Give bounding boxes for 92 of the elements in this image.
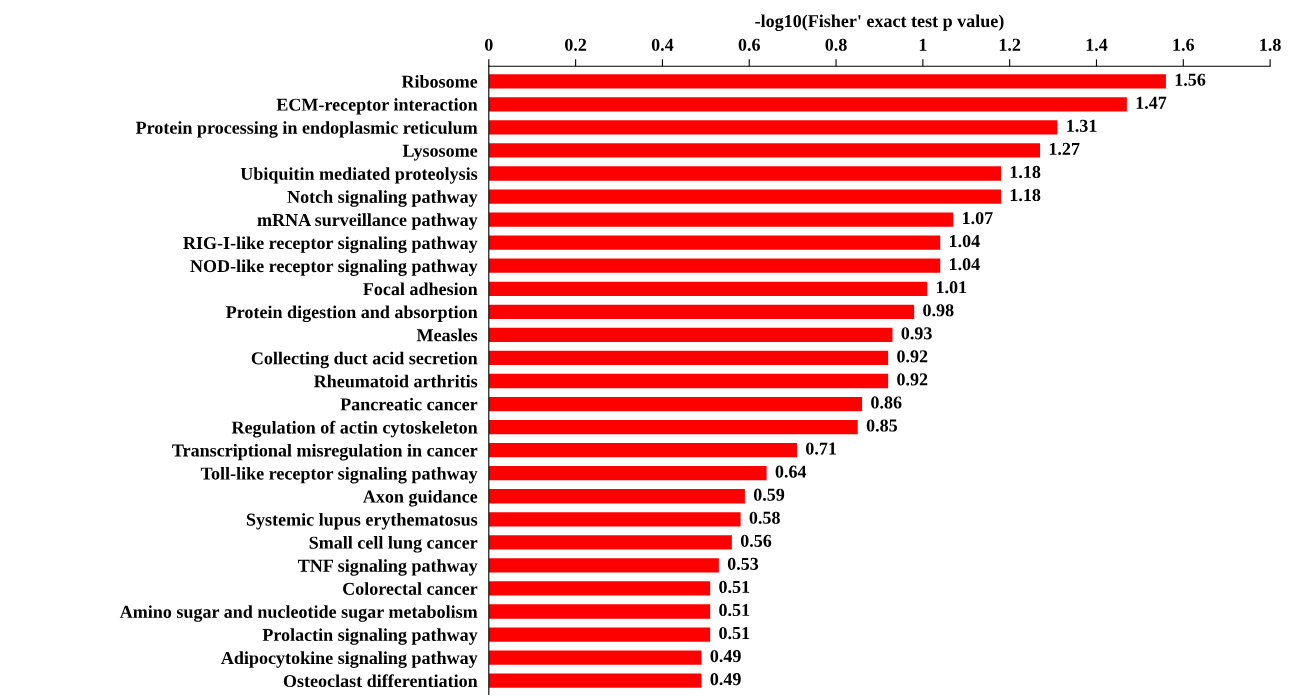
bar: [488, 143, 1041, 158]
data-label: 0.58: [749, 511, 780, 524]
bar: [488, 558, 719, 573]
y-tick-label: Protein processing in endoplasmic reticulum: [135, 121, 478, 138]
x-tick-label: 0.8: [825, 38, 847, 51]
y-tick-label: Small cell lung cancer: [309, 536, 478, 553]
data-label: 1.18: [1010, 165, 1041, 179]
bar: [488, 327, 893, 343]
x-tick-label: 1.2: [999, 38, 1021, 51]
y-tick-label: Focal adhesion: [363, 282, 478, 296]
bar: [488, 443, 797, 458]
y-tick-label: Notch signaling pathway: [287, 190, 478, 207]
data-label: 1.47: [1136, 96, 1167, 109]
data-label: 1.01: [936, 281, 967, 294]
data-label: 0.92: [897, 373, 928, 386]
y-tick-label: RIG-I-like receptor signaling pathway: [183, 236, 478, 253]
data-label: 0.51: [719, 603, 750, 617]
y-tick-label: Pancreatic cancer: [340, 397, 478, 411]
y-tick-label: Ribosome: [401, 75, 478, 88]
y-tick-label: Measles: [416, 328, 478, 342]
bar: [488, 466, 767, 481]
data-label: 0.51: [719, 580, 750, 594]
x-tick-label: 1.6: [1173, 38, 1195, 51]
data-label: 1.04: [950, 235, 980, 248]
data-label: 0.49: [710, 673, 741, 686]
data-label: 1.27: [1049, 142, 1080, 156]
x-tick-label: 0.4: [651, 38, 674, 51]
bar: [488, 419, 858, 435]
y-tick-label: Ubiquitin mediated proteolysis: [240, 167, 478, 184]
bar: [488, 396, 863, 412]
x-tick-label: 0.2: [565, 38, 587, 51]
bar: [488, 189, 1001, 204]
y-tick-label: Regulation of actin cytoskeleton: [231, 420, 478, 438]
y-tick-label: Rheumatoid arthritis: [314, 374, 478, 388]
y-tick-label: TNF signaling pathway: [298, 559, 478, 576]
x-tick-label: 1.4: [1086, 38, 1108, 51]
y-tick-label: Protein digestion and absorption: [226, 305, 478, 323]
bar: [488, 304, 915, 319]
y-tick-label: Prolactin signaling pathway: [262, 628, 478, 645]
data-label: 1.04: [950, 258, 980, 271]
bar: [488, 581, 711, 596]
bar: [488, 535, 732, 550]
bar: [488, 627, 711, 642]
data-label: 0.64: [775, 465, 807, 478]
y-tick-label: Lysosome: [402, 144, 478, 161]
bar: [488, 373, 889, 389]
y-tick-label: Adipocytokine signaling pathway: [221, 651, 478, 668]
data-label: 1.18: [1010, 188, 1041, 202]
y-tick-label: Collecting duct acid secretion: [251, 351, 478, 369]
y-tick-label: Colorectal cancer: [343, 582, 478, 595]
bar: [488, 673, 702, 688]
y-tick-label: mRNA surveillance pathway: [257, 213, 478, 230]
data-label: 0.86: [871, 396, 902, 409]
data-label: 1.07: [963, 211, 993, 225]
data-label: 1.31: [1067, 119, 1097, 132]
y-tick-label: ECM-receptor interaction: [276, 98, 478, 115]
bar: [488, 235, 941, 250]
bar: [488, 74, 1166, 89]
bar: [488, 166, 1001, 181]
y-tick-label: Toll-like receptor signaling pathway: [200, 466, 478, 484]
x-tick-label: 0.6: [738, 38, 760, 51]
data-label: 0.71: [806, 442, 836, 455]
bar: [488, 258, 941, 273]
y-tick-label: Axon guidance: [362, 489, 478, 507]
data-label: 0.56: [740, 534, 772, 547]
data-label: 0.53: [727, 557, 759, 571]
y-tick-label: NOD-like receptor signaling pathway: [190, 259, 478, 276]
x-tick-label: 0: [484, 38, 493, 51]
data-label: 0.59: [753, 488, 785, 501]
y-tick-label: Osteoclast differentiation: [283, 674, 478, 688]
x-tick-label: 1: [919, 38, 927, 51]
y-tick-label: Amino sugar and nucleotide sugar metabolism: [119, 605, 478, 622]
x-tick-label: 1.8: [1260, 38, 1281, 51]
y-tick-label: Transcriptional misregulation in cancer: [172, 443, 478, 461]
data-label: 0.98: [923, 304, 954, 317]
bar: [488, 489, 745, 504]
bar: [488, 512, 741, 527]
data-label: 0.92: [897, 350, 928, 363]
bar: [488, 97, 1127, 112]
bar: [488, 120, 1058, 135]
bar: [488, 350, 889, 366]
x-axis-title: -log10(Fisher' exact test p value): [755, 14, 1004, 32]
bar: [488, 281, 928, 296]
data-label: 1.56: [1175, 73, 1206, 86]
bar: [488, 212, 954, 227]
bar: [488, 604, 711, 619]
data-label: 0.93: [901, 327, 932, 340]
data-label: 0.85: [866, 419, 898, 432]
data-label: 0.49: [710, 649, 741, 663]
data-label: 0.51: [719, 626, 750, 640]
bar: [488, 650, 702, 665]
y-tick-label: Systemic lupus erythematosus: [246, 513, 478, 530]
